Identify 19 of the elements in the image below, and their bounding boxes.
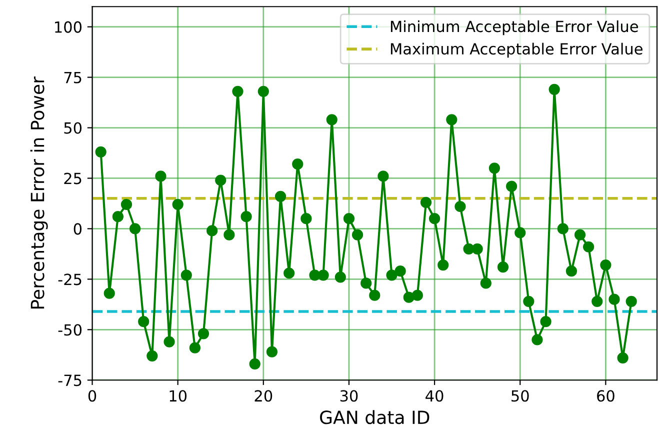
x-tick-label: 20	[254, 390, 272, 402]
x-tick-label: 10	[170, 390, 187, 402]
y-tick-label: -25	[58, 274, 82, 286]
x-tick-label: 40	[426, 390, 444, 402]
y-tick-label: 0	[74, 223, 82, 235]
legend-label: Minimum Acceptable Error Value	[390, 20, 638, 36]
y-tick-label: -50	[58, 324, 82, 336]
x-axis-title: GAN data ID	[320, 410, 430, 424]
y-tick-label: 50	[64, 122, 82, 134]
y-tick-label: 75	[64, 72, 82, 84]
y-tick-label: 100	[55, 21, 82, 33]
legend-label: Maximum Acceptable Error Value	[390, 42, 642, 58]
y-axis-title: Percentage Error in Power	[30, 76, 48, 309]
x-tick-label: 60	[597, 390, 614, 402]
x-tick-label: 50	[512, 390, 529, 402]
x-tick-label: 0	[88, 390, 96, 402]
y-tick-label: 25	[64, 172, 82, 184]
x-tick-label: 30	[340, 390, 358, 402]
y-tick-label: -75	[58, 374, 82, 386]
